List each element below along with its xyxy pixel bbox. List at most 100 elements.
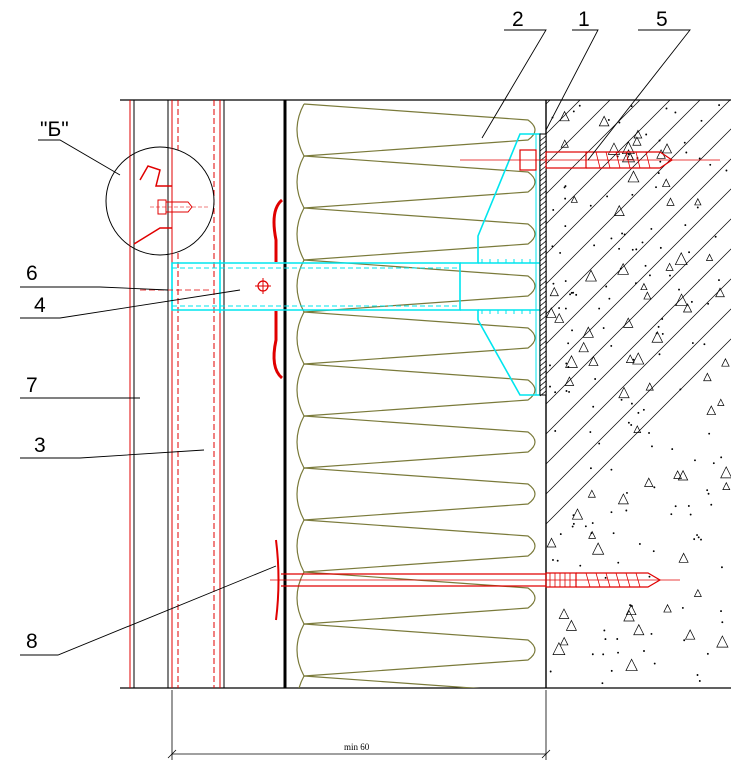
aggregate-mark (552, 641, 566, 655)
aggregate-mark (665, 262, 674, 271)
aggregate-mark (587, 489, 596, 498)
aggregate-dot (700, 119, 703, 122)
aggregate-dot (689, 513, 692, 516)
aggregate-mark (720, 466, 731, 479)
callout-6: 6 (26, 262, 38, 285)
aggregate-dot (605, 285, 608, 288)
aggregate-dot (712, 462, 715, 465)
aggregate-dot (678, 288, 680, 291)
aggregate-dot (707, 302, 710, 305)
aggregate-dot (655, 186, 657, 189)
aggregate-dot (671, 448, 674, 451)
dimension-text: min 60 (344, 742, 370, 752)
aggregate-dot (602, 327, 605, 329)
aggregate-dot (642, 408, 645, 411)
aggregate-dot (657, 325, 660, 328)
callouts: 2 1 5 "Б" 6 4 7 3 8 (26, 8, 668, 653)
aggregate-dot (670, 513, 673, 516)
aggregate-dot (696, 534, 698, 536)
aggregate-dot (616, 638, 619, 640)
concrete-hatch-line (546, 158, 731, 345)
aggregate-dot (567, 342, 570, 345)
aggregate-mark (675, 293, 688, 307)
aggregate-mark (633, 623, 645, 636)
leader-4 (20, 289, 241, 319)
aggregate-dot (625, 509, 628, 512)
aggregate-dot (706, 489, 709, 492)
aggregate-mark (585, 269, 597, 282)
aggregate-dot (549, 364, 551, 367)
aggregate-mark (588, 530, 597, 539)
aggregate-dot (572, 514, 575, 517)
aggregate-dot (607, 119, 610, 121)
dimension-line (167, 690, 551, 760)
aggregate-dot (630, 105, 633, 108)
aggregate-dot (683, 639, 686, 642)
aggregate-dot (674, 111, 677, 114)
callout-4: 4 (34, 294, 46, 317)
aggregate-mark (623, 609, 635, 622)
aggregate-dot (598, 442, 601, 445)
aggregate-mark (717, 398, 725, 406)
aggregate-mark (640, 282, 648, 291)
callout-2: 2 (512, 8, 524, 31)
aggregate-dot (697, 536, 700, 539)
aggregate-mark (666, 197, 675, 206)
insulation-fold (296, 623, 536, 677)
aggregate-dot (572, 522, 575, 525)
concrete-hatch-line (546, 248, 731, 435)
aggregate-dot (652, 550, 655, 553)
aggregate-dot (700, 538, 702, 541)
aggregate-dot (659, 246, 662, 249)
aggregate-mark (613, 204, 625, 216)
aggregate-mark (560, 139, 569, 148)
aggregate-dot (655, 332, 658, 335)
aggregate-dot (564, 280, 567, 283)
aggregate-dot (653, 486, 656, 489)
aggregate-mark (570, 195, 578, 203)
callout-8: 8 (26, 630, 38, 653)
aggregate-dot (571, 525, 574, 528)
aggregate-dot (589, 204, 592, 207)
aggregate-mark (564, 376, 575, 386)
aggregate-dot (610, 669, 613, 672)
callout-1: 1 (578, 8, 590, 31)
insulation-fold (296, 311, 536, 365)
aggregate-mark (643, 291, 652, 300)
aggregate-dot (589, 431, 592, 433)
aggregate-dot (661, 318, 664, 320)
aggregate-mark (693, 588, 702, 597)
leader-6 (20, 286, 169, 291)
aggregate-dot (710, 503, 713, 506)
aggregate-dot (621, 232, 624, 235)
aggregate-mark (571, 508, 584, 520)
aggregate-mark (633, 129, 643, 139)
aggregate-dot (698, 680, 701, 682)
insulation-fold (296, 103, 536, 157)
aggregate-dot (626, 491, 628, 494)
section-boundaries (120, 99, 731, 689)
aggregate-dot (629, 604, 632, 607)
aggregate-dot (631, 605, 633, 608)
aggregate-mark (549, 286, 559, 297)
aggregate-dot (696, 674, 699, 676)
aggregate-dot (552, 282, 555, 285)
aggregate-dot (592, 405, 595, 408)
aggregate-dot (575, 293, 578, 296)
aggregate-mark (663, 603, 672, 613)
concrete-hatch-line (0, 100, 430, 700)
aggregate-dot (658, 139, 661, 142)
aggregate-mark (677, 469, 689, 481)
aggregate-mark (554, 312, 565, 323)
aggregate-dot (563, 186, 566, 189)
aggregate-dot (653, 662, 656, 665)
aggregate-dot (634, 282, 637, 285)
aggregate-dot (558, 307, 561, 309)
aggregate-dot (718, 279, 720, 282)
aggregate-dot (567, 366, 570, 368)
aggregate-dot (643, 650, 645, 652)
aggregate-dot (709, 163, 712, 166)
aggregate-dot (612, 532, 615, 535)
aggregate-dot (651, 445, 653, 448)
